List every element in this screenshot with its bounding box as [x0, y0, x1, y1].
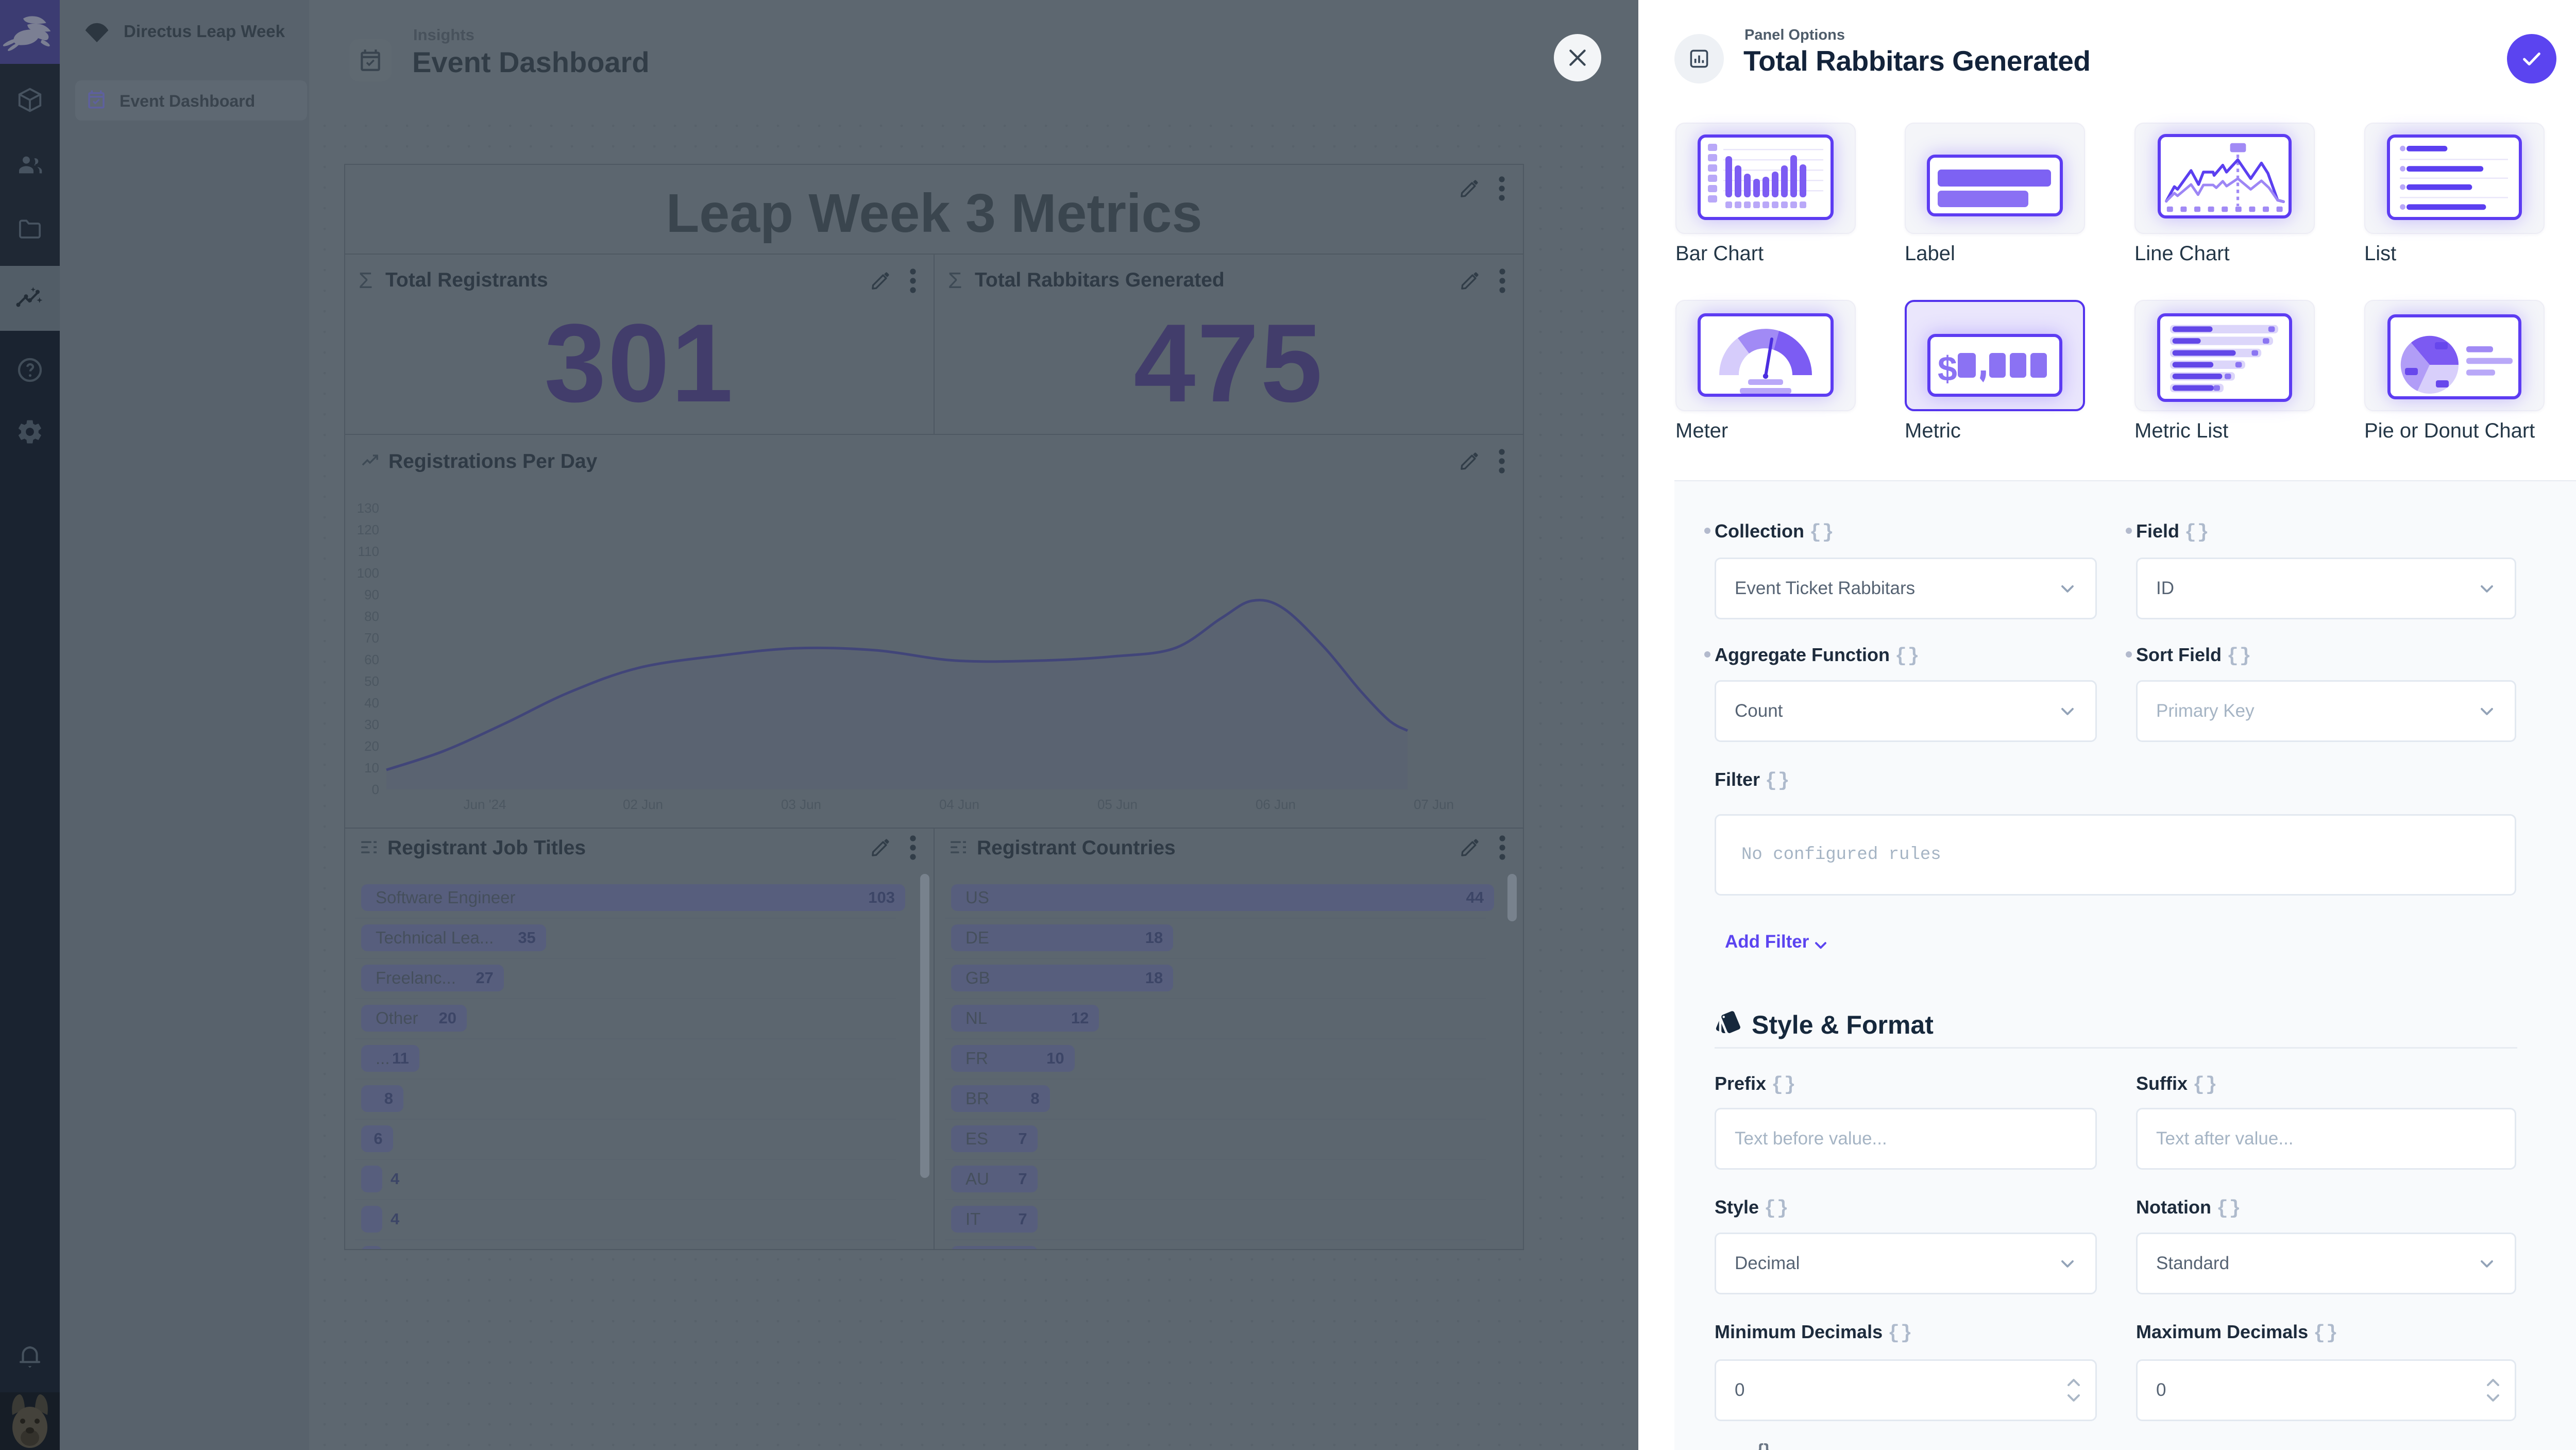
- svg-text:$: $: [1938, 349, 1957, 389]
